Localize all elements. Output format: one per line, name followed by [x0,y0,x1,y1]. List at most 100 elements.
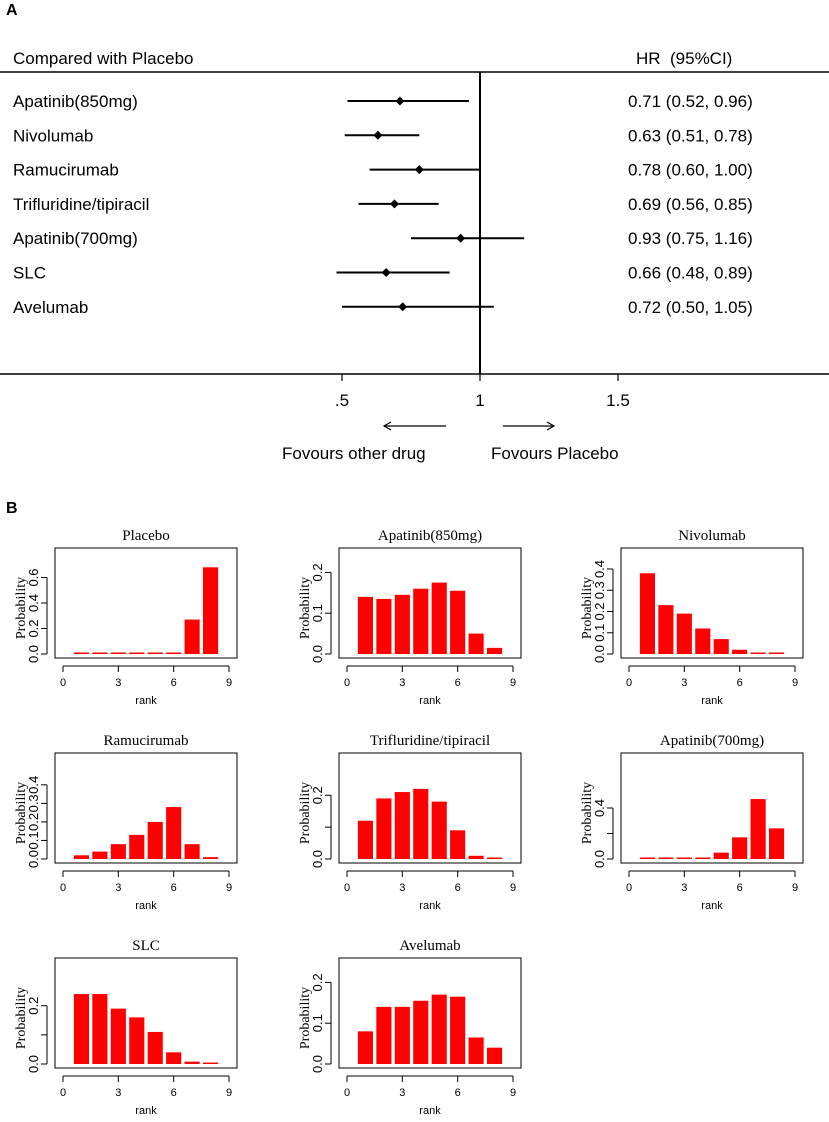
rank-x-axis-label: rank [701,695,723,707]
rank-y-tick-label: 0.0 [592,645,607,663]
rank-x-tick-label: 0 [344,677,350,689]
rank-bar [413,588,429,654]
forest-x-tick-label: 1.5 [606,391,630,410]
rank-chart-frame [620,752,804,864]
rank-bar [695,628,711,654]
rank-y-tick-label: 0.4 [592,560,607,578]
rank-bar [676,857,692,859]
rank-chart-title: SLC [132,938,160,954]
rank-chart: Trifluridine/tipiracil 0 3 6 9 rank 0.0 0.2Prob… [298,733,522,912]
panel-a-label: A [6,2,18,19]
rank-bar [166,1052,182,1064]
rank-bar [166,807,182,859]
rank-chart-title: Nivolumab [678,528,746,544]
rank-bar [486,1047,503,1064]
rank-bar [357,1031,374,1064]
rank-bar [147,652,163,654]
rank-x-tick-label: 3 [115,882,121,894]
rank-bar [129,652,145,654]
rank-bar [202,567,219,654]
rank-y-tick-label: 0.6 [26,568,41,586]
rank-bar [413,788,429,859]
rank-bar [184,844,200,859]
forest-point-estimate [381,268,391,277]
forest-header-left: Compared with Placebo [13,49,193,68]
rank-y-tick-label: 0.2 [592,602,607,620]
forest-point-estimate [395,96,405,106]
rank-bar [92,851,108,859]
rank-x-tick-label: 6 [737,882,743,894]
rank-y-axis-label: Probability [298,577,313,639]
forest-study-label: Avelumab [13,298,88,317]
rank-bar [73,855,90,859]
rank-bar [110,1008,126,1064]
rank-bar [376,798,392,859]
rank-chart-frame [338,547,522,659]
rank-y-tick-label: 0.4 [26,594,41,612]
rank-chart-title: Placebo [122,528,169,544]
rank-y-axis-label: Probability [580,577,595,639]
rank-bar [450,830,466,859]
rank-bar [394,594,410,654]
rank-x-tick-label: 6 [455,882,461,894]
rank-bar [357,596,374,654]
rank-bar [750,799,766,859]
rank-chart: Ramucirumab 0 3 6 9 rank 0.00.10.20.30.4Probab… [14,733,238,912]
rank-bar [394,792,410,859]
rank-bar [129,1017,145,1064]
rank-x-tick-label: 6 [171,882,177,894]
rank-bar [468,855,484,859]
forest-hr-label: 0.71 (0.52, 0.96) [628,92,753,111]
rank-chart-title: Apatinib(700mg) [660,733,764,749]
rank-y-tick-label: 0.0 [310,850,325,868]
forest-hr-label: 0.78 (0.60, 1.00) [628,161,753,180]
forest-study-label: Nivolumab [13,126,93,145]
rank-bar [73,652,90,654]
forest-hr-label: 0.66 (0.48, 0.89) [628,264,753,283]
rank-bar [431,582,447,654]
rank-chart-title: Apatinib(850mg) [378,528,482,544]
rank-bar [639,573,656,654]
rank-y-tick-label: 0.2 [310,786,325,804]
rank-chart-frame [54,752,238,864]
forest-plot: Compared with Placebo HR (95%CI) Apatini… [0,49,829,463]
rank-x-axis-label: rank [419,695,441,707]
forest-hr-label: 0.72 (0.50, 1.05) [628,298,753,317]
rank-bar [394,1006,410,1064]
forest-study-label: Apatinib(850mg) [13,92,138,111]
rank-x-tick-label: 3 [399,882,405,894]
rank-y-tick-label: 0.3 [26,794,41,812]
rank-chart-title: Ramucirumab [104,733,189,749]
rank-x-tick-label: 0 [60,882,66,894]
rank-y-tick-label: 0.4 [592,799,607,817]
rank-x-tick-label: 3 [399,677,405,689]
rank-y-tick-label: 0.0 [592,850,607,868]
rank-y-axis-label: Probability [298,987,313,1049]
rank-x-tick-label: 3 [115,677,121,689]
rank-x-tick-label: 0 [626,677,632,689]
rank-bar [73,994,90,1064]
rank-x-tick-label: 3 [681,882,687,894]
rank-chart-frame [338,752,522,864]
arrow-right-head [546,421,556,431]
forest-x-tick-label: .5 [335,391,349,410]
rank-bar [732,837,748,859]
rank-bar [468,633,484,654]
rank-x-axis-label: rank [419,1105,441,1117]
rank-chart-frame [338,957,522,1069]
forest-x-tick-label: 1 [475,391,484,410]
rank-bar [110,844,126,859]
rank-x-tick-label: 0 [626,882,632,894]
rank-y-tick-label: 0.1 [310,604,325,622]
rank-x-tick-label: 0 [60,1087,66,1099]
rank-x-tick-label: 9 [510,1087,516,1099]
rank-bar [486,857,503,859]
rank-bar [713,852,729,859]
rank-x-tick-label: 6 [171,1087,177,1099]
rank-x-tick-label: 9 [510,677,516,689]
rank-x-tick-label: 9 [792,677,798,689]
rank-bar [639,857,656,859]
rank-bar [202,1062,219,1064]
rank-bar [92,994,108,1064]
